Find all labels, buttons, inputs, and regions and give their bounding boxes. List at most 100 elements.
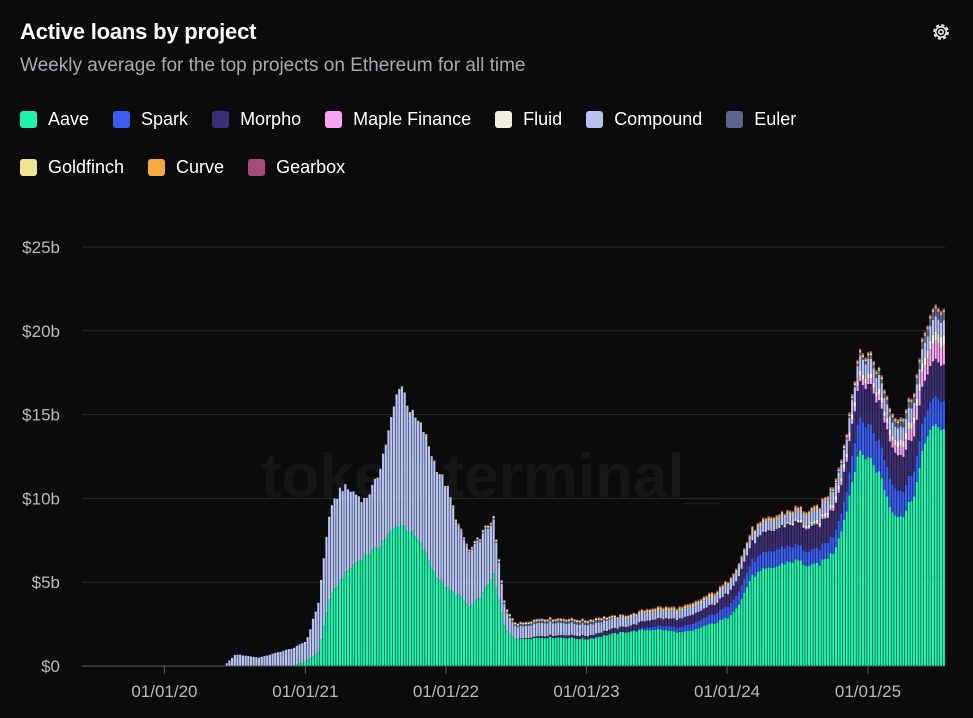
bar-segment-aave bbox=[500, 612, 503, 666]
bar-segment-curve bbox=[689, 604, 692, 606]
bar-segment-goldfinch bbox=[503, 600, 506, 603]
legend-item-gearbox[interactable]: Gearbox bbox=[248, 156, 345, 178]
bar-segment-gearbox bbox=[821, 497, 824, 499]
bar-segment-compound bbox=[681, 609, 684, 619]
legend-item-aave[interactable]: Aave bbox=[20, 108, 89, 130]
bar-segment-maple-finance bbox=[915, 406, 918, 420]
legend-item-morpho[interactable]: Morpho bbox=[212, 108, 301, 130]
bar-segment-gearbox bbox=[748, 534, 751, 536]
bar-segment-aave bbox=[735, 608, 738, 666]
bar-segment-spark bbox=[780, 546, 784, 563]
bar-segment-morpho bbox=[551, 636, 555, 639]
bar-segment-goldfinch bbox=[735, 570, 738, 573]
bar-segment-curve bbox=[939, 312, 943, 314]
bar-segment-maple-finance bbox=[888, 434, 891, 442]
bar-segment-aave bbox=[559, 637, 563, 666]
bar-segment-fluid bbox=[888, 429, 891, 435]
bar-segment-morpho bbox=[559, 635, 563, 638]
bar-segment-spark bbox=[886, 466, 889, 497]
bar-segment-fluid bbox=[797, 519, 800, 523]
bar-segment-gearbox bbox=[460, 528, 463, 530]
bar-segment-goldfinch bbox=[864, 359, 867, 362]
legend-item-fluid[interactable]: Fluid bbox=[495, 108, 562, 130]
bar-segment-spark bbox=[716, 613, 719, 623]
legend-item-spark[interactable]: Spark bbox=[113, 108, 188, 130]
bar-segment-morpho bbox=[651, 619, 654, 627]
bar-segment-compound bbox=[848, 417, 851, 433]
bar-segment-goldfinch bbox=[554, 619, 557, 622]
bar-segment-compound bbox=[710, 595, 714, 605]
bar-segment-goldfinch bbox=[727, 584, 730, 586]
bar-segment-goldfinch bbox=[425, 434, 428, 436]
bar-segment-aave bbox=[373, 546, 377, 666]
bar-segment-compound bbox=[293, 647, 296, 666]
legend-item-maple-finance[interactable]: Maple Finance bbox=[325, 108, 471, 130]
bar-segment-goldfinch bbox=[597, 618, 600, 620]
bar-segment-euler bbox=[532, 621, 536, 624]
bar-segment-euler bbox=[939, 314, 943, 323]
bar-segment-spark bbox=[921, 423, 924, 451]
bar-segment-goldfinch bbox=[589, 619, 592, 622]
bar-segment-aave bbox=[338, 579, 342, 666]
bar-segment-spark bbox=[740, 584, 743, 599]
bar-segment-compound bbox=[807, 514, 811, 525]
bar-segment-compound bbox=[546, 623, 549, 637]
bar-segment-gearbox bbox=[759, 521, 762, 523]
bar-segment-euler bbox=[869, 355, 873, 359]
bar-segment-aave bbox=[646, 629, 649, 666]
bar-segment-morpho bbox=[767, 530, 770, 551]
bar-segment-spark bbox=[913, 471, 916, 497]
bar-segment-gearbox bbox=[554, 618, 557, 620]
bar-segment-goldfinch bbox=[764, 520, 767, 522]
bar-segment-morpho bbox=[735, 581, 738, 596]
bar-segment-euler bbox=[497, 561, 501, 563]
bar-segment-gearbox bbox=[770, 516, 773, 518]
bar-segment-gearbox bbox=[861, 353, 865, 355]
bar-segment-curve bbox=[802, 512, 805, 514]
bar-segment-aave bbox=[419, 542, 422, 666]
bar-segment-aave bbox=[344, 571, 347, 666]
bar-segment-morpho bbox=[902, 456, 905, 492]
bar-segment-curve bbox=[764, 518, 767, 521]
bar-segment-goldfinch bbox=[538, 619, 541, 622]
bar-segment-aave bbox=[357, 560, 360, 666]
bar-segment-gearbox bbox=[751, 525, 754, 528]
bar-segment-goldfinch bbox=[718, 588, 722, 590]
bar-segment-goldfinch bbox=[643, 611, 646, 614]
bar-segment-compound bbox=[896, 428, 900, 442]
bar-segment-euler bbox=[576, 622, 579, 625]
gear-icon[interactable] bbox=[929, 20, 953, 44]
legend-swatch bbox=[248, 158, 266, 176]
bar-segment-morpho bbox=[861, 385, 865, 423]
bar-segment-fluid bbox=[770, 529, 773, 531]
bar-segment-gearbox bbox=[753, 529, 757, 531]
legend-item-curve[interactable]: Curve bbox=[148, 156, 224, 178]
legend-item-euler[interactable]: Euler bbox=[726, 108, 796, 130]
bar-segment-aave bbox=[578, 639, 581, 666]
bar-segment-gearbox bbox=[613, 614, 617, 616]
bar-segment-aave bbox=[797, 560, 800, 666]
bar-segment-goldfinch bbox=[767, 518, 770, 520]
bar-segment-morpho bbox=[829, 510, 832, 537]
bar-segment-gearbox bbox=[551, 619, 555, 620]
bar-segment-aave bbox=[818, 565, 821, 666]
bar-segment-gearbox bbox=[815, 504, 819, 506]
bar-segment-euler bbox=[503, 602, 506, 605]
bar-segment-goldfinch bbox=[549, 617, 552, 620]
bar-segment-aave bbox=[443, 587, 447, 666]
bar-segment-curve bbox=[681, 607, 684, 609]
legend-item-compound[interactable]: Compound bbox=[586, 108, 702, 130]
bar-segment-euler bbox=[880, 379, 883, 384]
bar-segment-spark bbox=[880, 447, 883, 479]
legend-item-goldfinch[interactable]: Goldfinch bbox=[20, 156, 124, 178]
bar-segment-maple-finance bbox=[821, 517, 824, 520]
bar-segment-compound bbox=[791, 514, 794, 524]
bar-segment-morpho bbox=[872, 393, 875, 433]
bar-segment-gearbox bbox=[527, 621, 530, 623]
bar-segment-spark bbox=[708, 615, 711, 624]
bar-segment-fluid bbox=[934, 331, 937, 341]
bar-segment-gearbox bbox=[783, 513, 786, 515]
bar-segment-morpho bbox=[762, 531, 765, 552]
bar-segment-aave bbox=[441, 581, 444, 666]
bar-segment-aave bbox=[891, 512, 894, 666]
